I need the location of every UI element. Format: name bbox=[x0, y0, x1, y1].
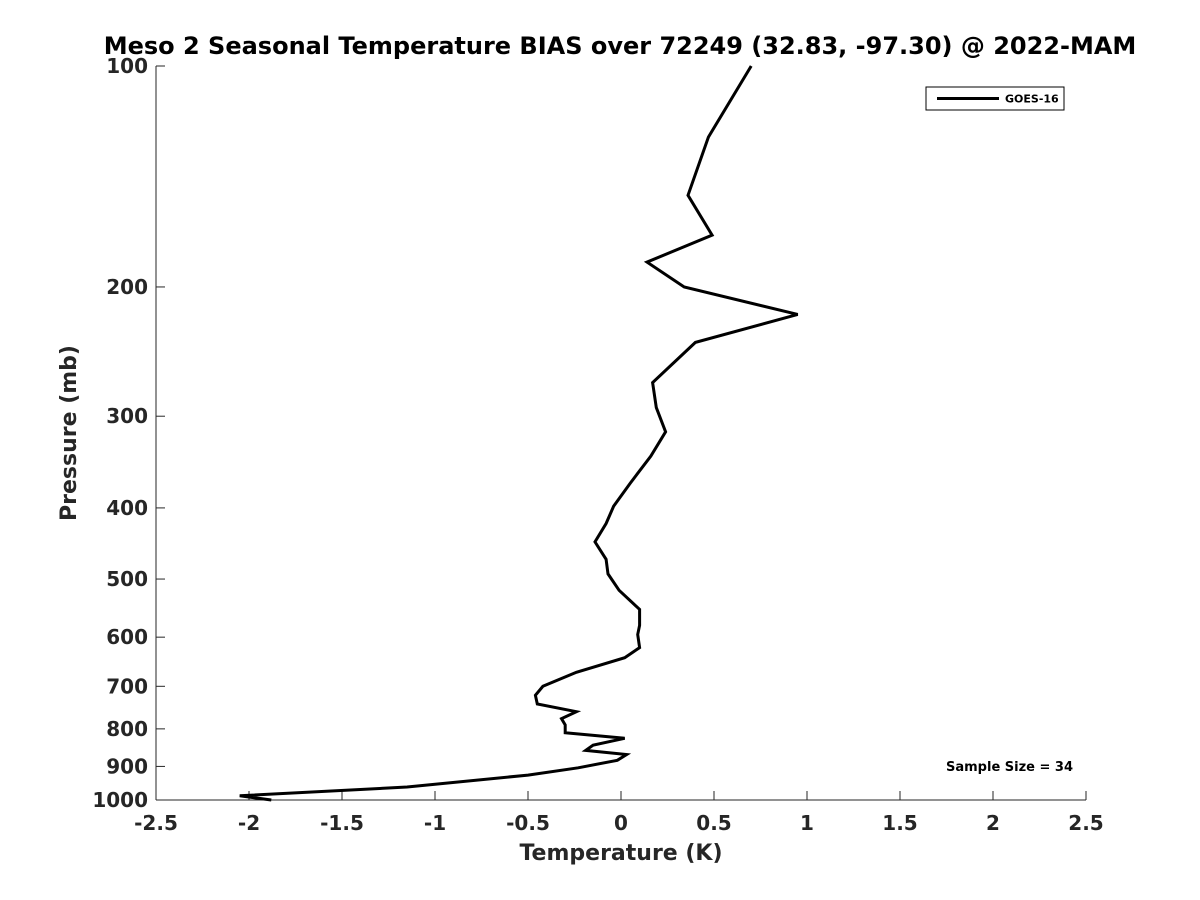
plot-area bbox=[155, 66, 1086, 801]
y-tick-label: 1000 bbox=[92, 788, 148, 812]
x-axis-label: Temperature (K) bbox=[519, 841, 722, 866]
y-tick-label: 800 bbox=[106, 717, 148, 741]
x-tick-label: 2 bbox=[986, 811, 1000, 835]
x-tick-label: 1.5 bbox=[882, 811, 917, 835]
x-tick-label: 0.5 bbox=[696, 811, 731, 835]
y-tick-label: 600 bbox=[106, 625, 148, 649]
y-tick-label: 500 bbox=[106, 567, 148, 591]
x-tick-label: -1 bbox=[424, 811, 446, 835]
x-tick-label: -2 bbox=[238, 811, 260, 835]
series-group bbox=[239, 65, 799, 802]
y-tick-label: 400 bbox=[106, 496, 148, 520]
y-axis-ticks: 100 200 300 400 500 600 700 800 900 1000 bbox=[92, 54, 165, 812]
x-tick-label: -1.5 bbox=[320, 811, 364, 835]
sample-size-annotation: Sample Size = 34 bbox=[946, 760, 1073, 775]
x-tick-label: -0.5 bbox=[506, 811, 550, 835]
series-line-goes-16 bbox=[239, 65, 799, 802]
x-tick-label: 1 bbox=[800, 811, 814, 835]
chart-title: Meso 2 Seasonal Temperature BIAS over 72… bbox=[104, 32, 1137, 60]
legend-entry-goes-16: GOES-16 bbox=[1005, 93, 1059, 106]
y-axis-label: Pressure (mb) bbox=[57, 345, 82, 521]
y-tick-label: 300 bbox=[106, 404, 148, 428]
y-tick-label: 900 bbox=[106, 754, 148, 778]
x-tick-label: -2.5 bbox=[134, 811, 178, 835]
x-axis-ticks: -2.5 -2 -1.5 -1 -0.5 0 0.5 1 1.5 2 2.5 bbox=[134, 791, 1104, 835]
legend: GOES-16 bbox=[925, 86, 1065, 111]
y-tick-label: 700 bbox=[106, 674, 148, 698]
x-tick-label: 0 bbox=[614, 811, 628, 835]
y-tick-label: 100 bbox=[106, 54, 148, 78]
x-tick-label: 2.5 bbox=[1068, 811, 1103, 835]
y-tick-label: 200 bbox=[106, 275, 148, 299]
